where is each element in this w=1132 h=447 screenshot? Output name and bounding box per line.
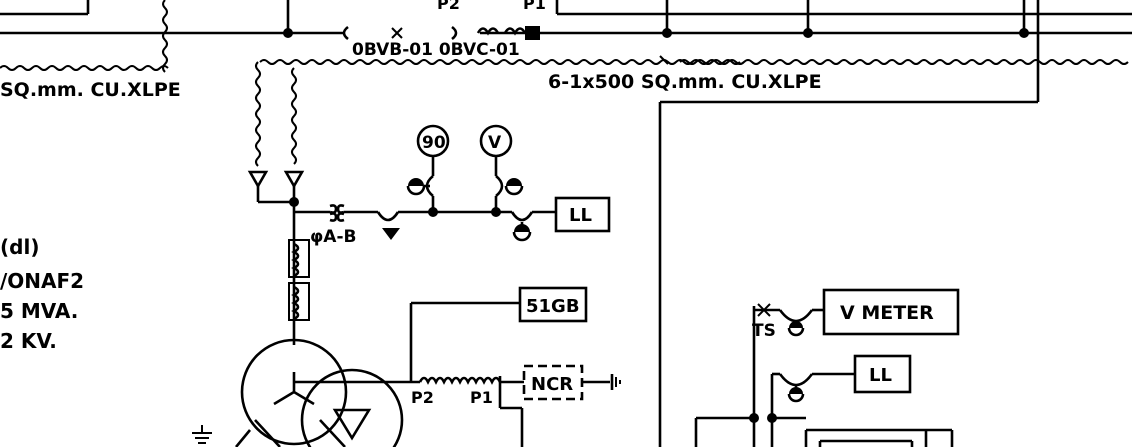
ct-p1-low-label: P1 [470,388,493,407]
ct-id-label: 0BVB-01 0BVC-01 [352,40,520,60]
ts-label: TS [752,321,776,341]
v-meter-box [822,288,960,336]
breaker-51gb-label: 51GB [526,296,580,317]
cable-terminations [247,170,305,207]
phase-tag-label: φA-B [310,227,356,247]
cable-runs [0,0,1129,167]
meter-90-label: 90 [422,133,446,153]
meter-v-label: V [488,133,502,153]
relay-ll-low-box [853,354,912,394]
ct-p2-low-label: P2 [411,388,434,407]
ct-p1-top-label: P1 [523,0,546,13]
relay-ll-low-label: LL [869,365,892,386]
rating-mva-label: 5 MVA. [0,299,78,323]
cooling-label: /ONAF2 [0,269,84,293]
cable-left-label: SQ.mm. CU.XLPE [0,79,181,101]
ncr-label: NCR [531,374,573,395]
transformer-column [192,239,404,447]
bus-drops [283,0,1132,447]
relay-ll-top-box [554,196,611,233]
upper-left-box [0,0,90,16]
metering-branch [292,124,556,242]
main-bus [0,25,1132,41]
neutral-branch [294,301,621,447]
cable-main-label: 6-1x500 SQ.mm. CU.XLPE [548,71,822,93]
relay-ll-top-label: LL [569,205,592,226]
v-meter-label: V METER [840,302,934,324]
ct-p2-top-label: P2 [437,0,460,13]
breaker-51gb-box [518,286,588,323]
rating-note-label: (dl) [0,235,39,259]
rating-kv-label: 2 KV. [0,329,57,353]
right-metering [694,303,954,447]
ncr-box [522,364,584,401]
